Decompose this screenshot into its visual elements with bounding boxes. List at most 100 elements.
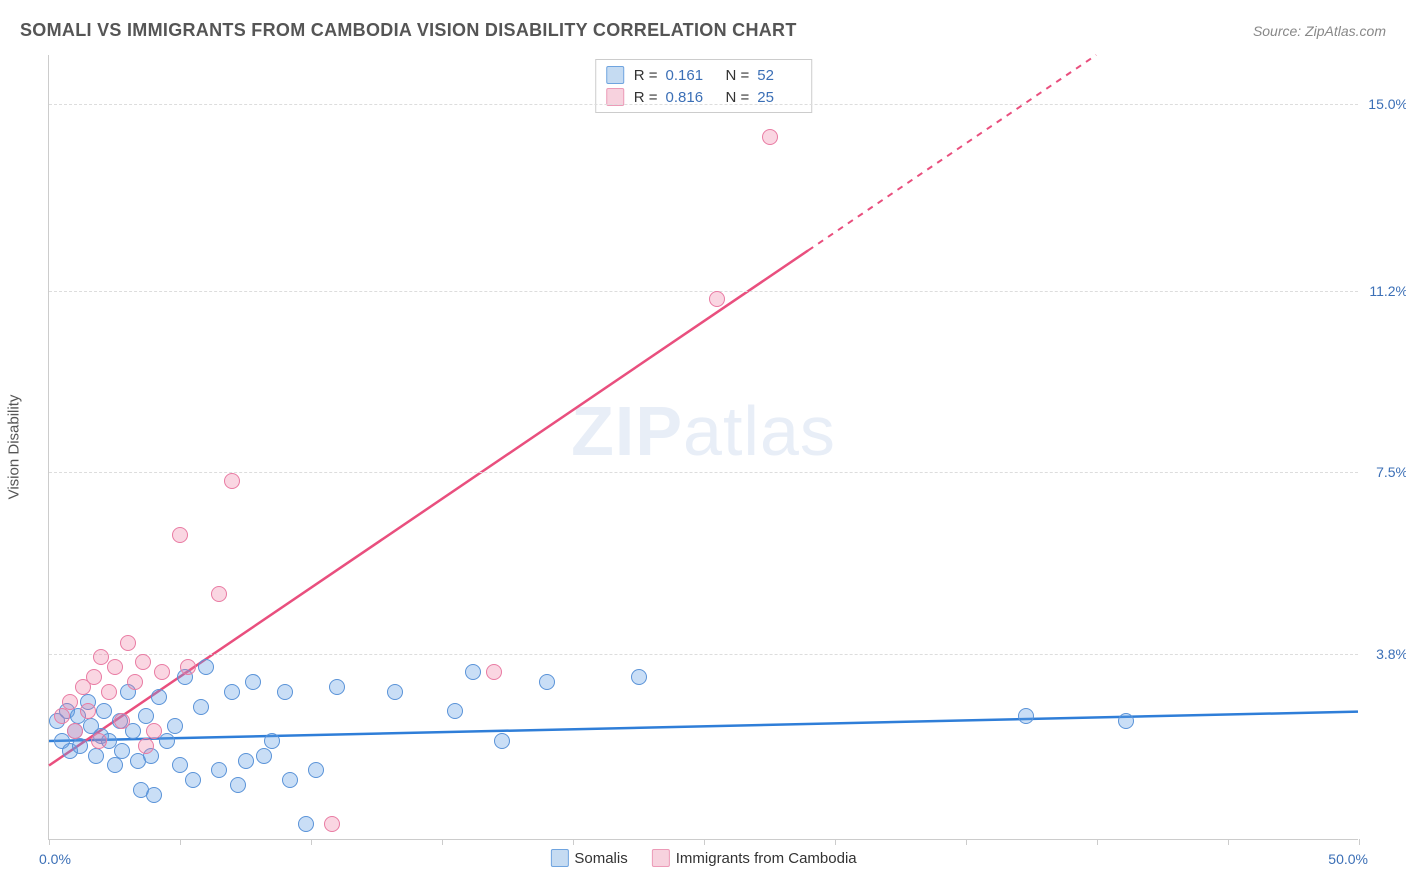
data-point	[198, 659, 214, 675]
x-tick	[180, 839, 181, 845]
data-point	[211, 586, 227, 602]
data-point	[1118, 713, 1134, 729]
x-axis-max-label: 50.0%	[1328, 851, 1368, 867]
data-point	[91, 733, 107, 749]
data-point	[447, 703, 463, 719]
data-point	[486, 664, 502, 680]
title-bar: SOMALI VS IMMIGRANTS FROM CAMBODIA VISIO…	[20, 20, 1386, 41]
legend-series-item: Immigrants from Cambodia	[652, 849, 857, 867]
data-point	[54, 708, 70, 724]
r-label: R =	[634, 67, 658, 84]
data-point	[308, 762, 324, 778]
legend-series-item: Somalis	[550, 849, 627, 867]
y-tick-label: 15.0%	[1360, 96, 1406, 112]
data-point	[172, 757, 188, 773]
data-point	[138, 738, 154, 754]
data-point	[709, 291, 725, 307]
data-point	[107, 659, 123, 675]
x-tick	[1228, 839, 1229, 845]
n-label: N =	[726, 89, 750, 106]
data-point	[494, 733, 510, 749]
plot-area: Vision Disability ZIPatlas 0.0% 50.0% R …	[48, 55, 1358, 840]
y-tick-label: 11.2%	[1360, 283, 1406, 299]
data-point	[80, 703, 96, 719]
data-point	[193, 699, 209, 715]
x-tick	[1097, 839, 1098, 845]
legend-series: Somalis Immigrants from Cambodia	[550, 849, 856, 867]
data-point	[114, 743, 130, 759]
data-point	[146, 787, 162, 803]
data-point	[127, 674, 143, 690]
data-point	[151, 689, 167, 705]
data-point	[256, 748, 272, 764]
data-point	[264, 733, 280, 749]
x-tick	[49, 839, 50, 845]
y-tick-label: 7.5%	[1360, 464, 1406, 480]
data-point	[172, 527, 188, 543]
data-point	[631, 669, 647, 685]
x-tick	[835, 839, 836, 845]
data-point	[86, 669, 102, 685]
y-axis-label: Vision Disability	[6, 395, 23, 500]
data-point	[224, 684, 240, 700]
data-point	[67, 723, 83, 739]
data-point	[146, 723, 162, 739]
data-point	[185, 772, 201, 788]
gridline	[49, 104, 1358, 105]
gridline	[49, 472, 1358, 473]
x-tick	[704, 839, 705, 845]
legend-series-label: Immigrants from Cambodia	[676, 850, 857, 867]
watermark-bold: ZIP	[571, 392, 683, 470]
x-tick	[573, 839, 574, 845]
chart-title: SOMALI VS IMMIGRANTS FROM CAMBODIA VISIO…	[20, 20, 797, 41]
data-point	[230, 777, 246, 793]
data-point	[238, 753, 254, 769]
legend-swatch	[652, 849, 670, 867]
data-point	[298, 816, 314, 832]
data-point	[329, 679, 345, 695]
x-axis-min-label: 0.0%	[39, 851, 71, 867]
data-point	[224, 473, 240, 489]
source-attribution: Source: ZipAtlas.com	[1253, 23, 1386, 39]
gridline	[49, 291, 1358, 292]
data-point	[762, 129, 778, 145]
y-tick-label: 3.8%	[1360, 646, 1406, 662]
data-point	[101, 684, 117, 700]
data-point	[96, 703, 112, 719]
data-point	[72, 738, 88, 754]
legend-swatch	[550, 849, 568, 867]
data-point	[120, 635, 136, 651]
legend-swatch	[606, 66, 624, 84]
data-point	[180, 659, 196, 675]
r-value: 0.161	[666, 67, 710, 84]
x-tick	[966, 839, 967, 845]
data-point	[159, 733, 175, 749]
data-point	[135, 654, 151, 670]
x-tick	[1359, 839, 1360, 845]
data-point	[114, 713, 130, 729]
data-point	[324, 816, 340, 832]
data-point	[245, 674, 261, 690]
watermark-rest: atlas	[683, 392, 836, 470]
data-point	[387, 684, 403, 700]
x-tick	[311, 839, 312, 845]
n-value: 52	[757, 67, 801, 84]
data-point	[211, 762, 227, 778]
data-point	[282, 772, 298, 788]
data-point	[62, 694, 78, 710]
data-point	[138, 708, 154, 724]
data-point	[465, 664, 481, 680]
x-tick	[442, 839, 443, 845]
data-point	[167, 718, 183, 734]
data-point	[539, 674, 555, 690]
data-point	[107, 757, 123, 773]
n-value: 25	[757, 89, 801, 106]
n-label: N =	[726, 67, 750, 84]
gridline	[49, 654, 1358, 655]
r-value: 0.816	[666, 89, 710, 106]
trend-lines-svg	[49, 55, 1358, 839]
data-point	[88, 748, 104, 764]
r-label: R =	[634, 89, 658, 106]
data-point	[1018, 708, 1034, 724]
legend-correlation-row: R = 0.161 N = 52	[606, 64, 802, 86]
